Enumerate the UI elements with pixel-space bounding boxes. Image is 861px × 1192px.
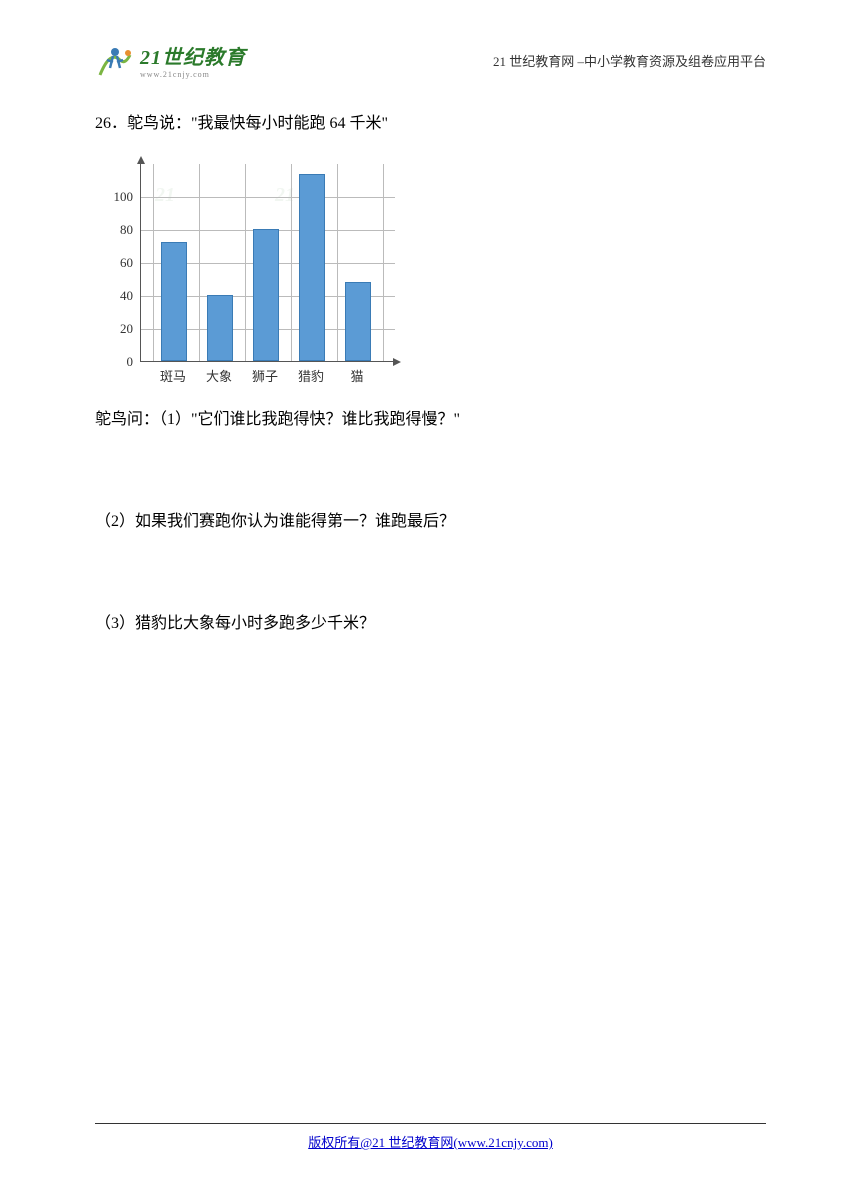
header-right-text: 21 世纪教育网 –中小学教育资源及组卷应用平台 [493, 51, 766, 70]
y-tick-label: 40 [103, 288, 133, 304]
bar [345, 282, 371, 361]
footer-text: 版权所有@21 世纪教育网(www.21cnjy.com) [308, 1135, 553, 1150]
sub1-prefix: 鸵鸟问：（1） [95, 411, 191, 428]
logo: 21世纪教育 www.21cnjy.com [95, 40, 246, 80]
bar [161, 242, 187, 361]
chart-area [140, 164, 395, 362]
bar [253, 229, 279, 361]
logo-text: 21世纪教育 www.21cnjy.com [140, 41, 246, 79]
page-header: 21世纪教育 www.21cnjy.com 21 世纪教育网 –中小学教育资源及… [95, 40, 766, 80]
sub-question-1: 鸵鸟问：（1）"它们谁比我跑得快？谁比我跑得慢？" [95, 404, 766, 436]
y-tick-label: 100 [103, 189, 133, 205]
vgridline [199, 164, 200, 361]
y-axis-arrow-icon [137, 156, 145, 164]
question-number: 26． [95, 115, 127, 132]
x-tick-label: 斑马 [153, 366, 193, 385]
y-tick-label: 80 [103, 222, 133, 238]
vgridline [383, 164, 384, 361]
y-tick-label: 20 [103, 321, 133, 337]
sub-question-3: （3）猎豹比大象每小时多跑多少千米？ [95, 608, 766, 640]
sub1-text: "它们谁比我跑得快？谁比我跑得慢？" [191, 411, 460, 428]
x-tick-label: 猫 [337, 366, 377, 385]
vgridline [245, 164, 246, 361]
bar [299, 174, 325, 360]
logo-main-text: 21世纪教育 [140, 41, 246, 70]
x-tick-label: 狮子 [245, 366, 285, 385]
y-tick-label: 60 [103, 255, 133, 271]
bar [207, 295, 233, 361]
question-intro-text: 鸵鸟说："我最快每小时能跑 64 千米" [127, 115, 388, 132]
content: 26．鸵鸟说："我最快每小时能跑 64 千米" 21 21 0204060801… [95, 110, 766, 640]
y-tick-label: 0 [103, 354, 133, 370]
gridline [141, 197, 395, 198]
bar-chart: 21 21 020406080100 斑马大象狮子猎豹猫 [95, 154, 405, 394]
vgridline [153, 164, 154, 361]
logo-sub-text: www.21cnjy.com [140, 70, 246, 79]
page-footer: 版权所有@21 世纪教育网(www.21cnjy.com) [95, 1123, 766, 1152]
sub-question-2: （2）如果我们赛跑你认为谁能得第一？谁跑最后？ [95, 506, 766, 538]
logo-icon [95, 40, 135, 80]
x-tick-label: 大象 [199, 366, 239, 385]
x-tick-label: 猎豹 [291, 366, 331, 385]
vgridline [337, 164, 338, 361]
vgridline [291, 164, 292, 361]
question-intro: 26．鸵鸟说："我最快每小时能跑 64 千米" [95, 110, 766, 139]
